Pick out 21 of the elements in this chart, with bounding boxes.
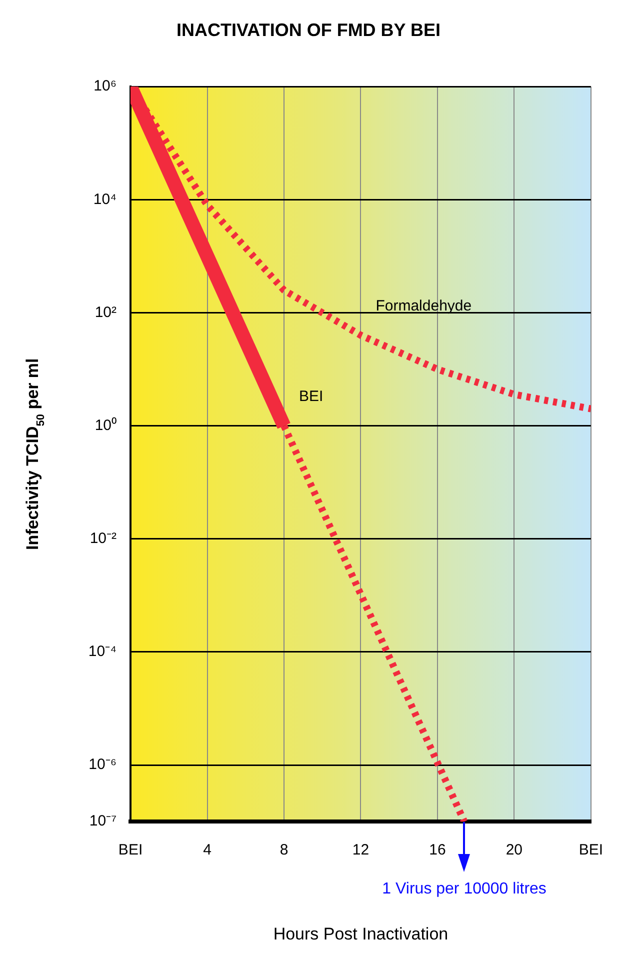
y-tick-label: 10⁰ (94, 416, 117, 434)
series-label: BEI (298, 388, 324, 405)
y-tick-label: 10⁻⁴ (88, 643, 117, 660)
x-tick-label: 20 (506, 842, 523, 859)
series-label: Formaldehyde (376, 297, 472, 314)
y-tick-label: 10⁻⁶ (88, 756, 117, 774)
y-tick-label: 10⁻² (90, 530, 117, 548)
x-tick-label: 8 (280, 842, 288, 859)
x-tick-label: BEI (578, 842, 604, 859)
y-axis-title: Infectivity TCID50 per ml (23, 358, 47, 550)
y-tick-label: 10⁶ (94, 78, 117, 95)
chart-title: INACTIVATION OF FMD BY BEI (176, 20, 440, 40)
y-tick-label: 10⁻⁷ (89, 812, 117, 830)
y-tick-label: 10⁴ (93, 190, 117, 208)
x-axis-title: Hours Post Inactivation (273, 924, 448, 944)
text: 1 Virus per 10000 litres (382, 880, 546, 898)
x-tick-label: 12 (352, 842, 370, 859)
x-tick-label: 16 (429, 842, 446, 859)
x-tick-label: 4 (203, 842, 212, 859)
x-tick-label: BEI (118, 842, 143, 859)
y-tick-label: 10² (94, 304, 117, 321)
